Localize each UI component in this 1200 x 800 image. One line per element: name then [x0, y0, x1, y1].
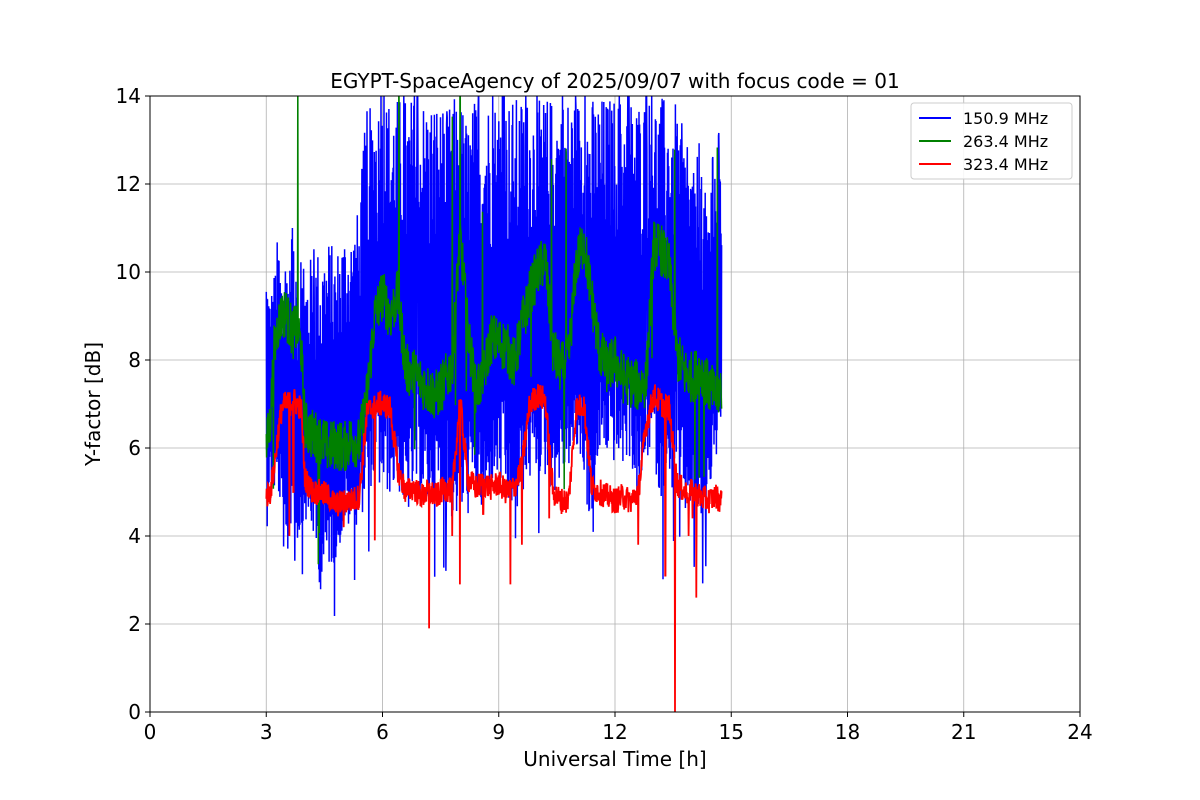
- legend: 150.9 MHz 263.4 MHz 323.4 MHz: [910, 102, 1073, 180]
- x-tick-label: 24: [1067, 720, 1092, 744]
- legend-label: 150.9 MHz: [963, 109, 1048, 128]
- y-tick-label: 6: [128, 436, 141, 460]
- y-tick-label: 12: [116, 172, 141, 196]
- y-tick-label: 0: [128, 700, 141, 724]
- x-tick-label: 12: [602, 720, 627, 744]
- x-tick-label: 6: [376, 720, 389, 744]
- y-tick-label: 14: [116, 84, 141, 108]
- series-line-263-4-mhz: [265, 96, 723, 565]
- x-axis-title: Universal Time [h]: [523, 747, 706, 771]
- series-layer: [265, 96, 723, 712]
- legend-label: 323.4 MHz: [963, 155, 1048, 174]
- y-axis-title: Y-factor [dB]: [81, 342, 105, 467]
- series-line-323-4-mhz: [265, 384, 723, 712]
- y-tick-label: 10: [116, 260, 141, 284]
- x-tick-label: 9: [492, 720, 505, 744]
- y-tick-label: 4: [128, 524, 141, 548]
- y-tick-label: 8: [128, 348, 141, 372]
- x-tick-label: 21: [951, 720, 976, 744]
- legend-box: [910, 102, 1073, 180]
- chart-title: EGYPT-SpaceAgency of 2025/09/07 with foc…: [330, 69, 899, 93]
- x-tick-label: 18: [835, 720, 860, 744]
- series-line-150-9-mhz: [265, 96, 723, 617]
- x-tick-label: 0: [144, 720, 157, 744]
- legend-label: 263.4 MHz: [963, 132, 1048, 151]
- x-tick-label: 15: [719, 720, 744, 744]
- y-tick-label: 2: [128, 612, 141, 636]
- x-tick-label: 3: [260, 720, 273, 744]
